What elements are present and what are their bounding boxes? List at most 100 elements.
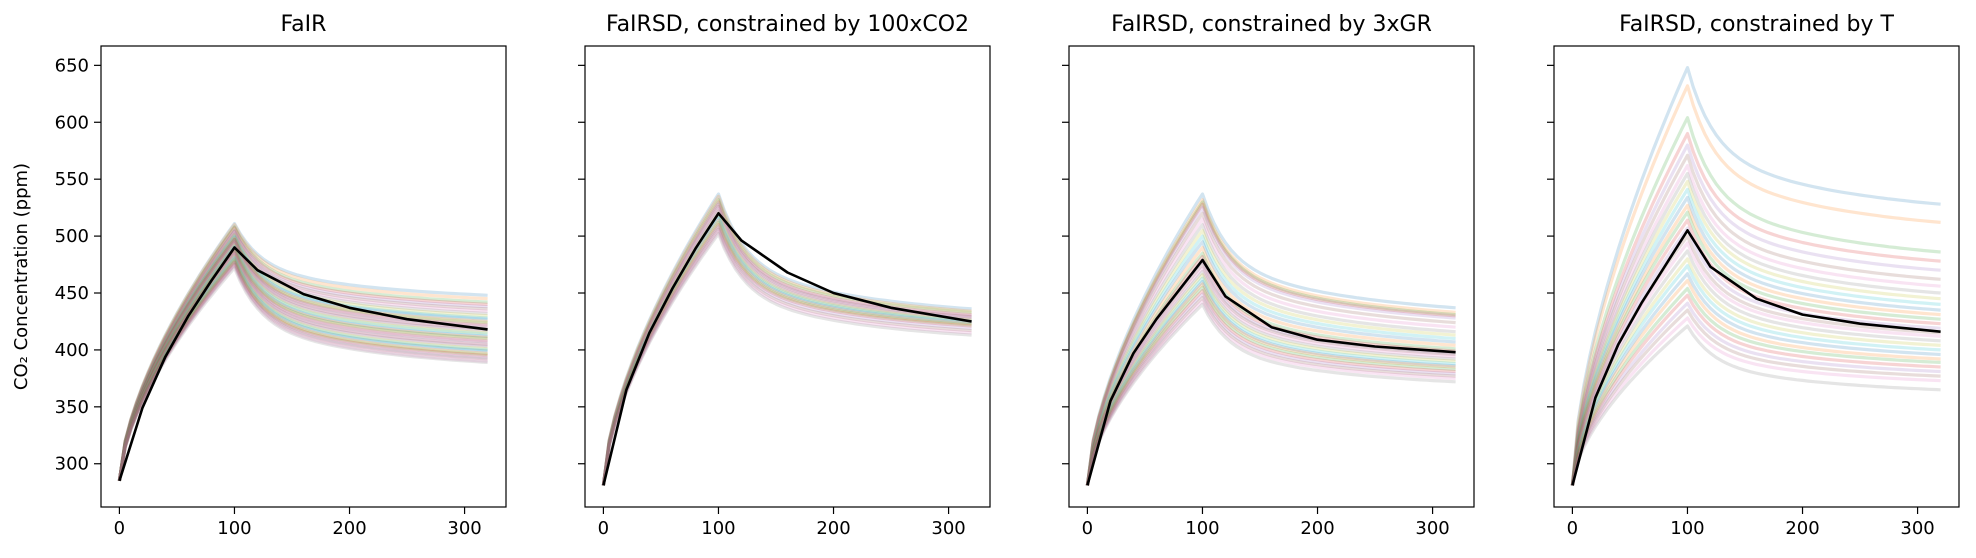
ensemble-line bbox=[1085, 206, 1456, 486]
x-tick-label: 300 bbox=[447, 518, 481, 539]
ensemble-line bbox=[117, 259, 488, 482]
x-tick-label: 0 bbox=[1082, 518, 1093, 539]
x-tick-label: 300 bbox=[931, 518, 965, 539]
ensemble-line bbox=[117, 266, 488, 482]
ensemble-line bbox=[1570, 241, 1941, 486]
ensemble-line bbox=[1085, 198, 1456, 486]
ensemble-line bbox=[1085, 302, 1456, 486]
central-estimate-line bbox=[1571, 229, 1941, 486]
ensemble-line bbox=[117, 264, 488, 482]
ensemble-line bbox=[601, 220, 972, 486]
ensemble-line bbox=[601, 200, 972, 486]
ensemble-line bbox=[1570, 308, 1941, 486]
x-tick-label: 200 bbox=[816, 518, 850, 539]
ensemble-line bbox=[1085, 280, 1456, 486]
ensemble-line bbox=[117, 260, 488, 482]
ensemble-line bbox=[1085, 292, 1456, 486]
ensemble-line bbox=[1085, 285, 1456, 486]
panel-title: FaIR bbox=[281, 12, 327, 37]
x-tick-label: 0 bbox=[114, 518, 125, 539]
ensemble-line bbox=[117, 243, 488, 482]
ensemble-line bbox=[117, 248, 488, 482]
ensemble-line bbox=[117, 231, 488, 482]
central-estimate-lines bbox=[1571, 229, 1941, 486]
ensemble-line bbox=[1570, 179, 1941, 486]
ensemble-line bbox=[601, 227, 972, 486]
ensemble-line bbox=[1085, 217, 1456, 486]
ensemble-line bbox=[1570, 218, 1941, 486]
plot-frame bbox=[1068, 45, 1475, 508]
ensemble-line bbox=[1570, 116, 1941, 486]
y-tick-label: 450 bbox=[55, 283, 89, 304]
x-tick-label: 200 bbox=[332, 518, 366, 539]
ensemble-line bbox=[601, 192, 972, 486]
panel-3: 0 100 200 300 FaIRSD, constrained by 3xGR bbox=[1062, 12, 1475, 539]
ensemble-line bbox=[1085, 200, 1456, 486]
x-ticks: 0 100 200 300 bbox=[1567, 507, 1935, 539]
x-tick-label: 200 bbox=[1300, 518, 1334, 539]
ensemble-line bbox=[117, 223, 488, 482]
ensemble-line bbox=[1570, 203, 1941, 486]
y-ticks bbox=[578, 64, 585, 465]
ensemble-line bbox=[117, 262, 488, 482]
ensemble-line bbox=[117, 251, 488, 482]
x-tick-label: 300 bbox=[1900, 518, 1934, 539]
central-estimate-lines bbox=[602, 212, 972, 486]
y-tick-label: 650 bbox=[55, 55, 89, 76]
x-tick-label: 100 bbox=[217, 518, 251, 539]
panel-title: FaIRSD, constrained by T bbox=[1619, 12, 1894, 37]
ensemble-line bbox=[601, 198, 972, 486]
ensemble-line bbox=[1085, 251, 1456, 486]
x-tick-label: 100 bbox=[1185, 518, 1219, 539]
panel-title: FaIRSD, constrained by 100xCO2 bbox=[606, 12, 969, 37]
ensemble-line bbox=[117, 245, 488, 482]
ensemble-line bbox=[1085, 273, 1456, 486]
ensemble-line bbox=[1085, 276, 1456, 486]
y-tick-label: 550 bbox=[55, 169, 89, 190]
ensemble-line bbox=[117, 226, 488, 482]
ensemble-line bbox=[1570, 187, 1941, 486]
ensemble-line bbox=[117, 244, 488, 482]
ensemble-line bbox=[1570, 293, 1941, 486]
panel-title: FaIRSD, constrained by 3xGR bbox=[1111, 12, 1432, 37]
ensemble-line bbox=[1570, 249, 1941, 486]
ensemble-line bbox=[117, 235, 488, 482]
central-estimate-lines bbox=[1086, 258, 1456, 486]
y-ticks: 300 350 400 450 500 550 600 650 bbox=[55, 55, 101, 475]
ensemble-line bbox=[1085, 228, 1456, 486]
ensemble-line bbox=[1570, 65, 1941, 486]
central-estimate-line bbox=[118, 246, 488, 482]
plot-frame bbox=[584, 45, 991, 508]
ensemble-line bbox=[1085, 240, 1456, 486]
ensemble-line bbox=[1085, 299, 1456, 486]
ensemble-line bbox=[117, 241, 488, 482]
ensemble-line bbox=[1085, 211, 1456, 486]
y-ticks bbox=[1062, 64, 1069, 465]
ensemble-line bbox=[601, 232, 972, 486]
ensemble-lines bbox=[1570, 65, 1941, 486]
central-estimate-line bbox=[1086, 258, 1456, 486]
ensemble-line bbox=[1570, 278, 1941, 486]
ensemble-line bbox=[1085, 223, 1456, 486]
ensemble-line bbox=[117, 249, 488, 482]
ensemble-line bbox=[1570, 264, 1941, 486]
y-tick-label: 300 bbox=[55, 454, 89, 475]
ensemble-line bbox=[1085, 202, 1456, 486]
ensemble-line bbox=[1570, 286, 1941, 486]
central-estimate-line bbox=[602, 212, 972, 486]
ensemble-line bbox=[1085, 296, 1456, 486]
x-tick-label: 0 bbox=[1567, 518, 1578, 539]
ensemble-line bbox=[601, 209, 972, 486]
plot-frame bbox=[100, 45, 507, 508]
x-tick-label: 100 bbox=[1670, 518, 1704, 539]
ensemble-line bbox=[1085, 192, 1456, 486]
ensemble-line bbox=[117, 240, 488, 482]
panel-1: 0 100 200 300 300 350 400 450 500 550 600 650 FaIR… bbox=[11, 12, 507, 539]
ensemble-line bbox=[1570, 171, 1941, 486]
ensemble-line bbox=[117, 236, 488, 482]
ensemble-line bbox=[117, 247, 488, 482]
x-tick-label: 300 bbox=[1415, 518, 1449, 539]
ensemble-line bbox=[117, 228, 488, 482]
